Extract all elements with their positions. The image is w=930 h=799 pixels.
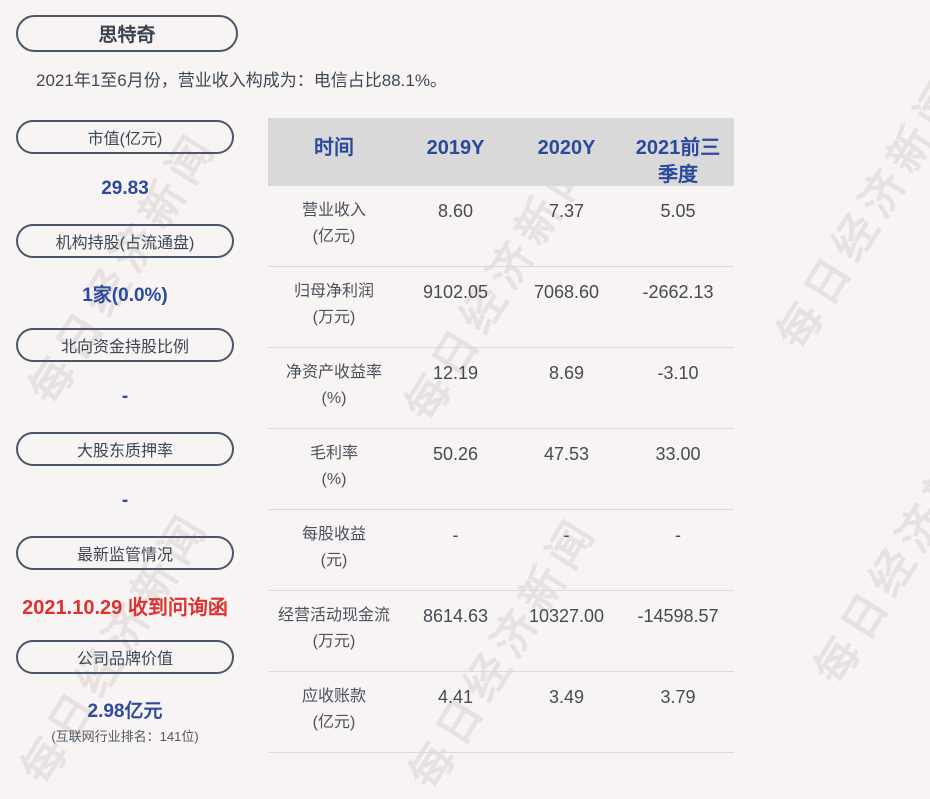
metric-label: 市值(亿元) xyxy=(87,131,163,148)
cell-value: 9102.05 xyxy=(422,282,489,302)
row-unit: (万元) xyxy=(312,309,356,326)
metric-market-cap: 市值(亿元) 29.83 xyxy=(16,120,234,224)
financial-table: 时间 2019Y 2020Y 2021前三季度 营业收入 (亿元) 8.60 7… xyxy=(268,118,734,753)
table-row: 营业收入 (亿元) 8.60 7.37 5.05 xyxy=(268,186,734,267)
regulation-alert-value: 2021.10.29 收到问询函 xyxy=(22,596,228,619)
metric-northbound-holdings: 北向资金持股比例 - xyxy=(16,328,234,432)
cell-value: 8614.63 xyxy=(422,606,489,626)
table-row: 净资产收益率 (%) 12.19 8.69 -3.10 xyxy=(268,348,734,429)
watermark-text: 每日经济新闻 xyxy=(768,67,930,358)
metric-label-pill: 市值(亿元) xyxy=(16,120,234,154)
cell-value: -3.10 xyxy=(657,363,699,383)
revenue-composition-text: 2021年1至6月份，营业收入构成为：电信占比88.1%。 xyxy=(36,71,447,90)
cell-value: 5.05 xyxy=(660,201,696,221)
cell-value: 47.53 xyxy=(543,444,590,464)
cell-value: 33.00 xyxy=(655,444,701,464)
row-label: 应收账款 xyxy=(301,688,366,705)
company-name-pill: 思特奇 xyxy=(16,15,238,52)
table-header-cell: 2021前三季度 xyxy=(635,137,721,186)
cell-value: 8.69 xyxy=(548,363,585,383)
cell-value: - xyxy=(452,525,459,545)
company-name: 思特奇 xyxy=(98,25,156,46)
cell-value: 12.19 xyxy=(432,363,479,383)
metric-brand-value: 公司品牌价值 2.98亿元 (互联网行业排名：141位) xyxy=(16,640,234,745)
metric-label: 北向资金持股比例 xyxy=(60,339,189,356)
table-header-cell: 2019Y xyxy=(426,137,485,159)
metric-value: - xyxy=(121,490,129,511)
metrics-sidebar: 市值(亿元) 29.83 机构持股(占流通盘) 1家(0.0%) 北向资金持股比… xyxy=(16,120,234,745)
row-label: 净资产收益率 xyxy=(285,364,382,381)
metric-value: 1家(0.0%) xyxy=(82,284,168,306)
table-row: 毛利率 (%) 50.26 47.53 33.00 xyxy=(268,429,734,510)
cell-value: -2662.13 xyxy=(642,282,714,302)
row-unit: (元) xyxy=(320,552,348,569)
metric-label: 大股东质押率 xyxy=(76,443,173,460)
metric-label-pill: 公司品牌价值 xyxy=(16,640,234,674)
row-unit: (%) xyxy=(321,390,347,407)
metric-label-pill: 机构持股(占流通盘) xyxy=(16,224,234,258)
row-unit: (万元) xyxy=(312,633,356,650)
metric-label: 机构持股(占流通盘) xyxy=(55,235,195,252)
cell-value: 4.41 xyxy=(437,687,474,707)
metric-value: - xyxy=(121,386,129,407)
metric-label: 公司品牌价值 xyxy=(76,651,173,668)
row-label: 经营活动现金流 xyxy=(277,607,390,624)
cell-value: 8.60 xyxy=(437,201,474,221)
metric-label-pill: 最新监管情况 xyxy=(16,536,234,570)
row-unit: (亿元) xyxy=(312,714,356,731)
metric-label-pill: 北向资金持股比例 xyxy=(16,328,234,362)
table-row: 经营活动现金流 (万元) 8614.63 10327.00 -14598.57 xyxy=(268,591,734,672)
metric-label-pill: 大股东质押率 xyxy=(16,432,234,466)
cell-value: 7.37 xyxy=(548,201,585,221)
watermark-text: 每日经济新闻 xyxy=(805,402,930,693)
cell-value: 3.49 xyxy=(548,687,585,707)
table-row: 归母净利润 (万元) 9102.05 7068.60 -2662.13 xyxy=(268,267,734,348)
table-header-row: 时间 2019Y 2020Y 2021前三季度 xyxy=(268,118,734,186)
row-label: 营业收入 xyxy=(301,202,366,219)
row-unit: (亿元) xyxy=(312,228,356,245)
metric-label: 最新监管情况 xyxy=(76,547,173,564)
row-label: 归母净利润 xyxy=(293,283,374,300)
cell-value: 3.79 xyxy=(660,687,696,707)
table-row: 应收账款 (亿元) 4.41 3.49 3.79 xyxy=(268,672,734,753)
cell-value: - xyxy=(563,525,570,545)
row-label: 毛利率 xyxy=(309,445,358,462)
metric-institutional-holdings: 机构持股(占流通盘) 1家(0.0%) xyxy=(16,224,234,328)
row-unit: (%) xyxy=(321,471,347,488)
metric-value: 29.83 xyxy=(101,178,149,199)
table-row: 每股收益 (元) - - - xyxy=(268,510,734,591)
cell-value: -14598.57 xyxy=(637,606,719,626)
row-label: 每股收益 xyxy=(301,526,366,543)
cell-value: 50.26 xyxy=(432,444,479,464)
table-header-cell: 2020Y xyxy=(537,137,596,159)
cell-value: - xyxy=(675,525,681,545)
metric-value: 2.98亿元 xyxy=(87,701,163,722)
metric-major-shareholder-pledge: 大股东质押率 - xyxy=(16,432,234,536)
metric-latest-regulation: 最新监管情况 2021.10.29 收到问询函 xyxy=(16,536,234,640)
industry-rank-note: (互联网行业排名：141位) xyxy=(51,729,199,744)
table-header-cell: 时间 xyxy=(314,137,354,159)
cell-value: 7068.60 xyxy=(533,282,600,302)
cell-value: 10327.00 xyxy=(528,606,605,626)
